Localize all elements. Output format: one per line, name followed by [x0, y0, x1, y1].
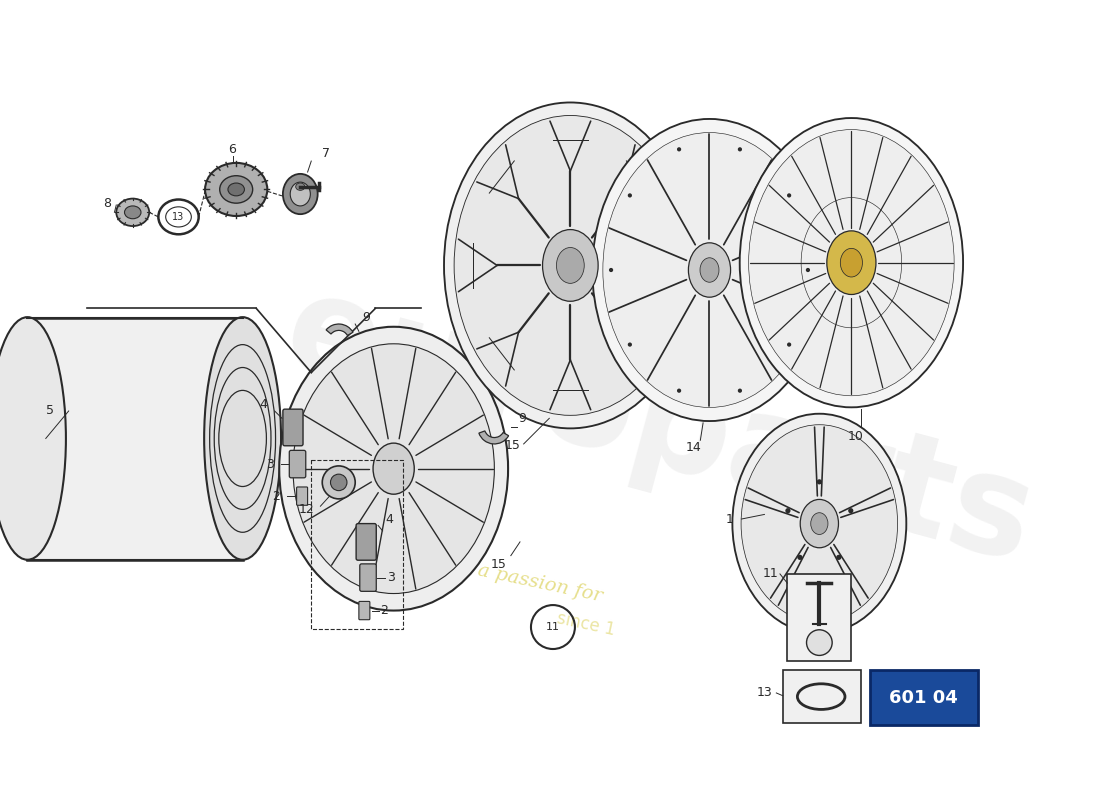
Text: 15: 15: [505, 439, 520, 452]
Text: 1: 1: [726, 513, 734, 526]
Circle shape: [806, 630, 833, 655]
FancyBboxPatch shape: [359, 602, 370, 620]
Text: 4: 4: [385, 513, 393, 526]
Text: 3: 3: [387, 571, 395, 584]
Ellipse shape: [373, 443, 415, 494]
Text: 7: 7: [322, 147, 330, 160]
Ellipse shape: [279, 326, 508, 610]
FancyBboxPatch shape: [360, 564, 376, 591]
Ellipse shape: [700, 258, 719, 282]
Ellipse shape: [840, 248, 862, 277]
FancyBboxPatch shape: [356, 523, 376, 560]
Text: 5: 5: [46, 405, 54, 418]
Ellipse shape: [290, 182, 310, 206]
Circle shape: [786, 194, 791, 198]
Circle shape: [738, 147, 742, 151]
Ellipse shape: [220, 176, 253, 203]
Text: since 1: since 1: [556, 610, 617, 639]
Ellipse shape: [749, 130, 954, 396]
Text: 3: 3: [266, 458, 274, 470]
Ellipse shape: [557, 247, 584, 283]
Text: europarts: europarts: [271, 263, 1047, 592]
Ellipse shape: [733, 414, 906, 634]
Circle shape: [322, 466, 355, 499]
Text: a passion for: a passion for: [476, 561, 604, 605]
Circle shape: [836, 554, 842, 560]
FancyBboxPatch shape: [289, 450, 306, 478]
Bar: [28, 318, 243, 560]
Text: 11: 11: [763, 567, 779, 581]
FancyBboxPatch shape: [283, 409, 302, 446]
Bar: [870, 670, 978, 725]
Circle shape: [738, 389, 742, 393]
Text: 10: 10: [848, 430, 864, 443]
Ellipse shape: [205, 163, 267, 216]
Ellipse shape: [293, 344, 494, 594]
Circle shape: [786, 342, 791, 346]
Circle shape: [806, 268, 810, 272]
Circle shape: [816, 479, 822, 485]
Text: 601 04: 601 04: [889, 689, 958, 706]
Text: 13: 13: [173, 212, 185, 222]
Ellipse shape: [542, 230, 598, 302]
Ellipse shape: [454, 115, 686, 415]
Text: 4: 4: [260, 398, 267, 411]
Text: 11: 11: [546, 622, 560, 632]
Ellipse shape: [444, 102, 696, 428]
Bar: [311, 459, 403, 629]
Ellipse shape: [741, 425, 898, 622]
Bar: [783, 670, 860, 723]
Text: 2: 2: [273, 490, 280, 502]
Ellipse shape: [592, 119, 827, 421]
Text: 13: 13: [757, 686, 772, 699]
Ellipse shape: [739, 118, 964, 407]
Text: 14: 14: [686, 441, 702, 454]
Circle shape: [848, 508, 854, 514]
Ellipse shape: [689, 243, 730, 297]
Circle shape: [798, 554, 803, 560]
Circle shape: [785, 508, 791, 514]
Wedge shape: [478, 431, 508, 444]
Text: 8: 8: [103, 197, 111, 210]
Ellipse shape: [228, 183, 244, 196]
Text: 6: 6: [228, 142, 235, 156]
Ellipse shape: [117, 198, 150, 226]
Wedge shape: [326, 324, 353, 335]
Bar: [788, 574, 851, 661]
Text: 15: 15: [491, 558, 507, 571]
Ellipse shape: [296, 183, 305, 190]
FancyBboxPatch shape: [297, 487, 308, 506]
Ellipse shape: [283, 174, 318, 214]
Circle shape: [609, 268, 613, 272]
Text: 9: 9: [518, 412, 526, 425]
Circle shape: [330, 474, 346, 490]
Ellipse shape: [603, 133, 816, 407]
Ellipse shape: [0, 317, 66, 560]
Circle shape: [676, 389, 681, 393]
Ellipse shape: [827, 231, 876, 294]
Ellipse shape: [811, 513, 828, 534]
Circle shape: [628, 342, 632, 346]
Circle shape: [676, 147, 681, 151]
Text: 2: 2: [381, 604, 388, 617]
Circle shape: [628, 194, 632, 198]
Ellipse shape: [124, 206, 141, 218]
Text: 12: 12: [299, 503, 315, 516]
Ellipse shape: [205, 317, 282, 560]
Ellipse shape: [800, 499, 838, 548]
Text: 9: 9: [362, 311, 370, 324]
